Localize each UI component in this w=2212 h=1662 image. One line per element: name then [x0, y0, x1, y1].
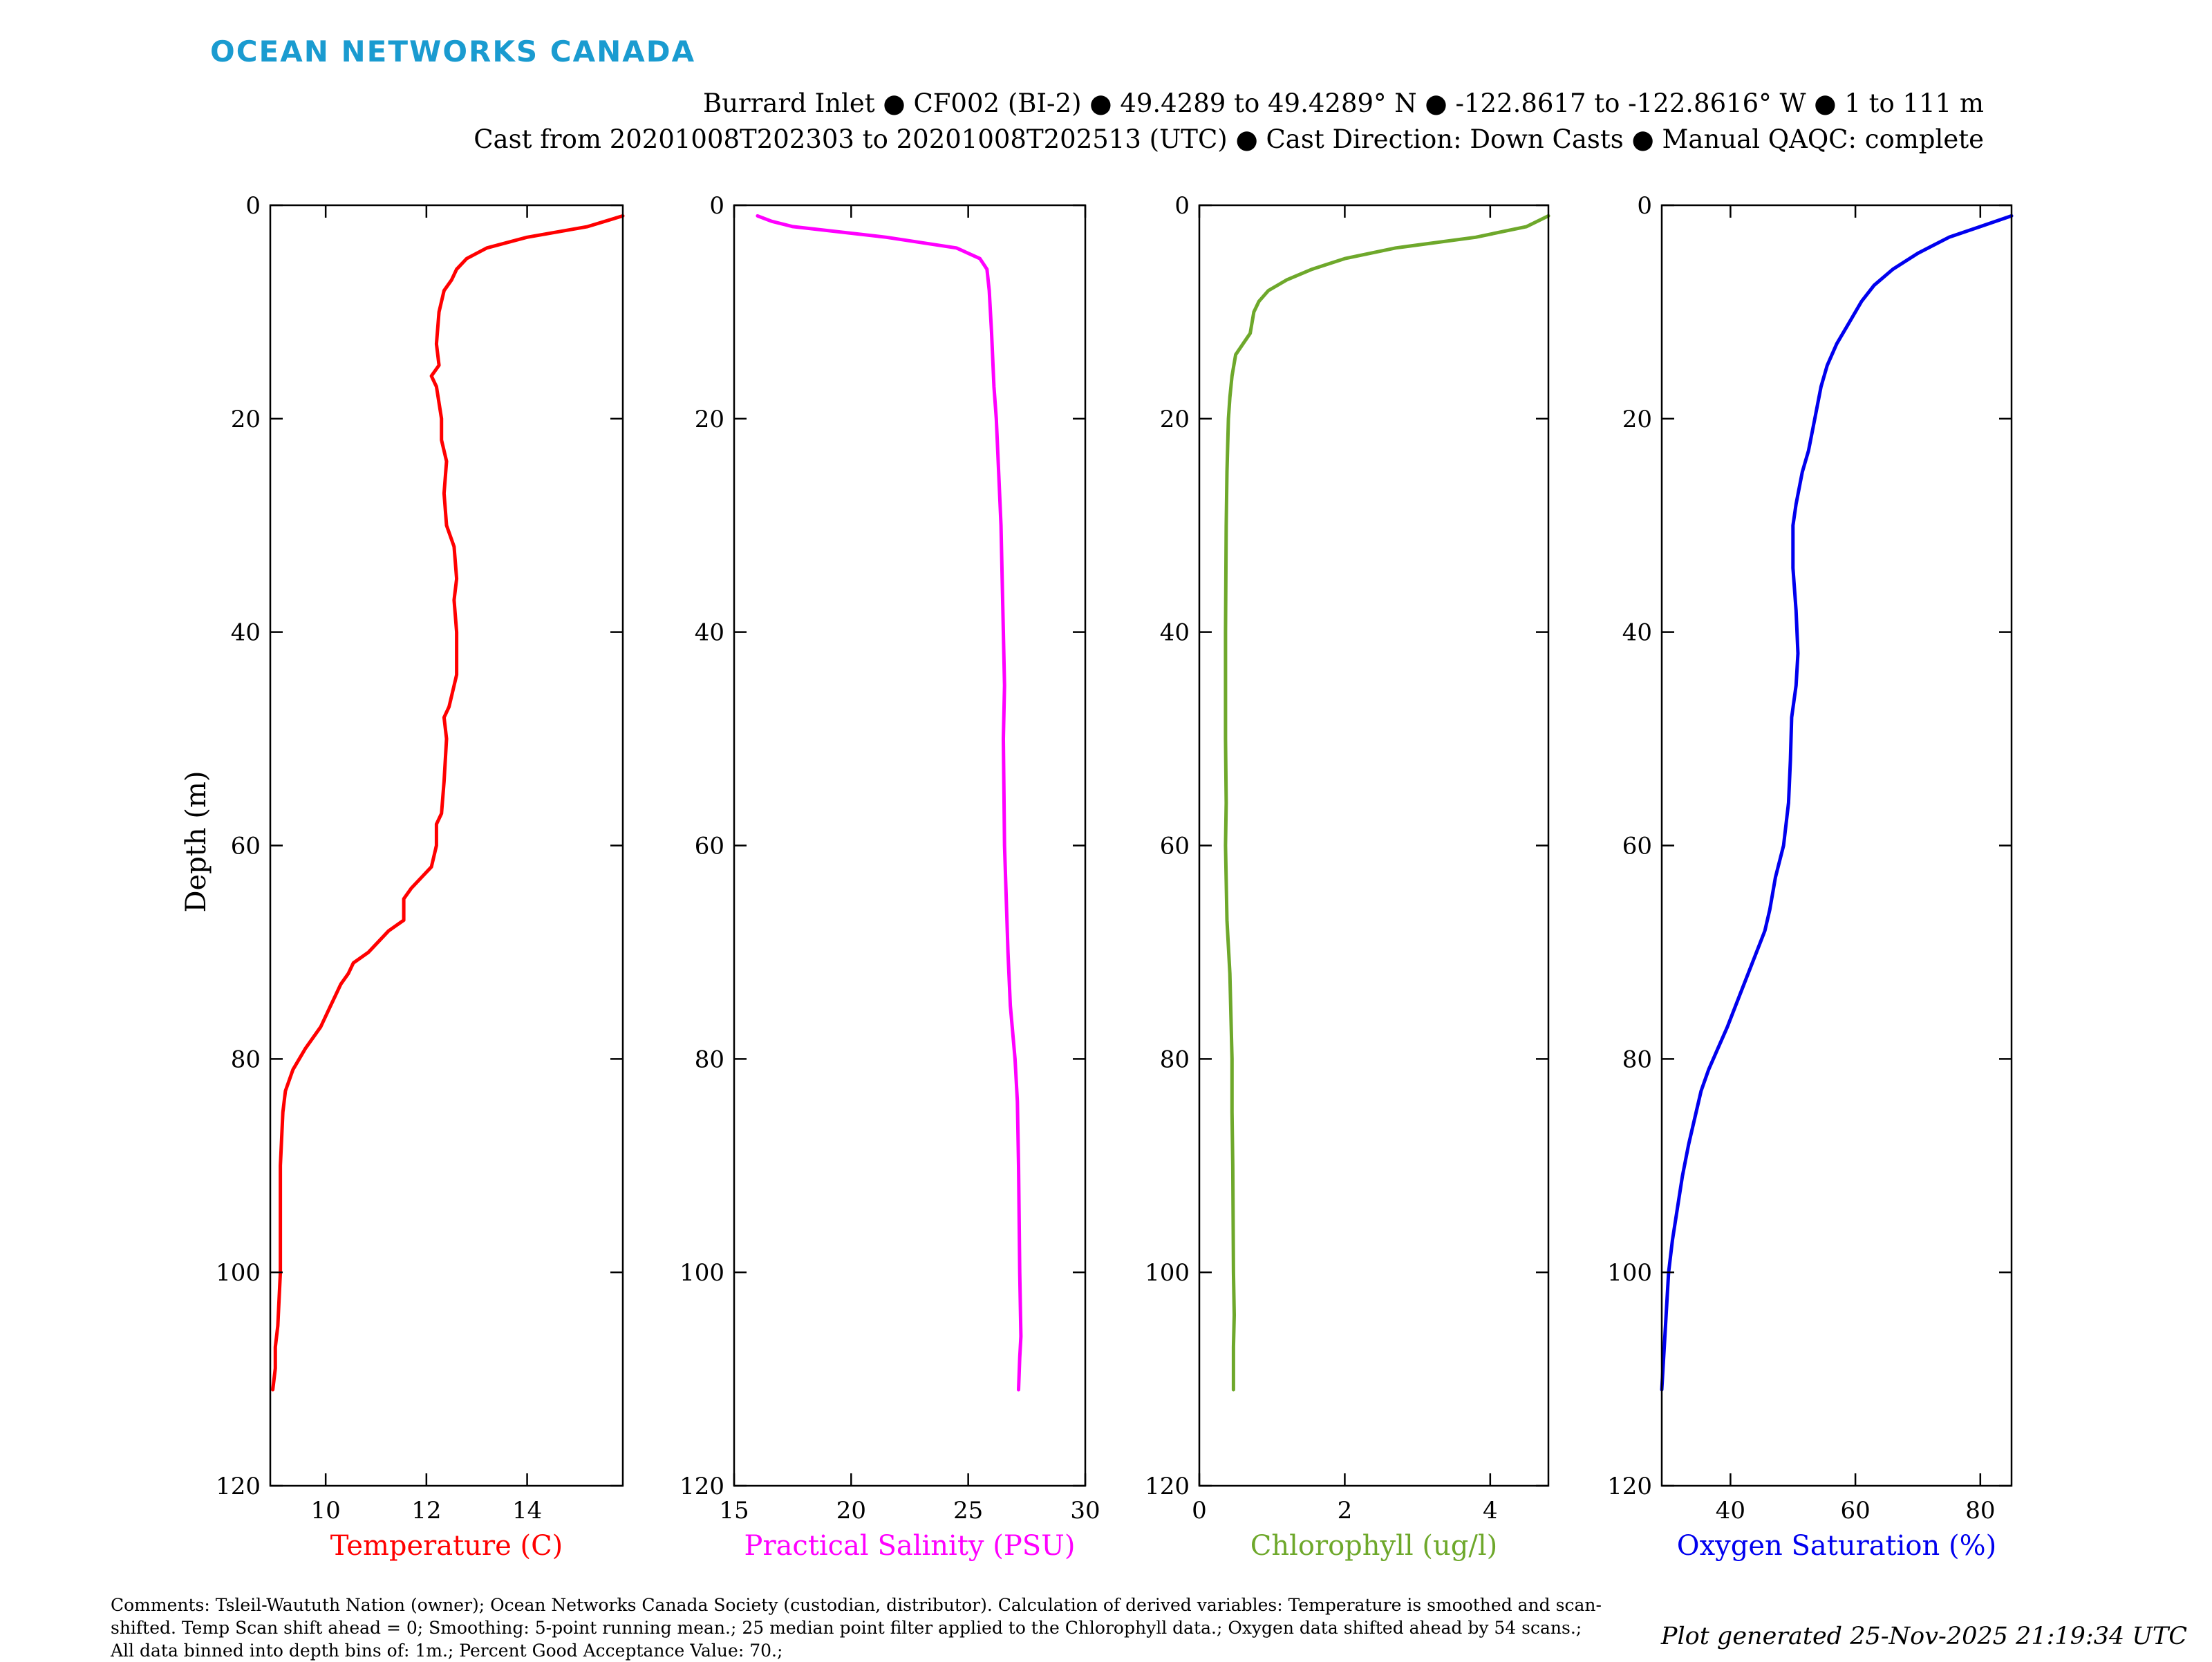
x-tick-label: 4 — [1483, 1497, 1498, 1524]
y-tick-label: 80 — [695, 1046, 724, 1073]
y-tick-label: 100 — [1145, 1259, 1190, 1287]
y-tick-label: 40 — [231, 619, 261, 647]
x-tick-label: 0 — [1192, 1497, 1207, 1524]
y-tick-label: 100 — [679, 1259, 724, 1287]
header-cast-line: Cast from 20201008T202303 to 20201008T20… — [474, 124, 1984, 154]
plot-frame — [1660, 204, 2013, 1487]
x-tick-label: 15 — [719, 1497, 749, 1524]
x-axis-label: Chlorophyll (ug/l) — [1250, 1530, 1498, 1562]
x-tick-label: 30 — [1070, 1497, 1100, 1524]
plot-panel-4: 0 20 40 60 80 100 120 40 60 80 Oxygen Saturation (… — [1607, 192, 2014, 1562]
y-tick-label: 0 — [1174, 192, 1190, 220]
x-tick-label: 60 — [1840, 1497, 1870, 1524]
series-line-3-1 — [1224, 214, 1550, 1392]
y-tick-label: 120 — [216, 1473, 261, 1500]
x-tick-label: 10 — [311, 1497, 341, 1524]
x-tick-label: 12 — [411, 1497, 441, 1524]
series-line-4-1 — [1660, 214, 2014, 1392]
x-axis-label: Practical Salinity (PSU) — [744, 1530, 1076, 1562]
y-tick-label: 80 — [1160, 1046, 1190, 1073]
y-tick-label: 80 — [1622, 1046, 1652, 1073]
y-tick-label: 100 — [216, 1259, 261, 1287]
y-tick-label: 20 — [695, 406, 724, 433]
y-tick-label: 120 — [1145, 1473, 1190, 1500]
x-axis-label: Oxygen Saturation (%) — [1677, 1530, 1996, 1562]
x-tick-label: 80 — [1965, 1497, 1995, 1524]
x-tick-label: 2 — [1338, 1497, 1353, 1524]
y-tick-label: 40 — [1622, 619, 1652, 647]
x-tick-label: 14 — [512, 1497, 542, 1524]
y-tick-label: 60 — [1622, 833, 1652, 860]
series-line-2-1 — [756, 214, 1023, 1392]
y-tick-label: 40 — [695, 619, 724, 647]
y-tick-label: 120 — [679, 1473, 724, 1500]
y-tick-label: 0 — [709, 192, 724, 220]
y-tick-label: 100 — [1607, 1259, 1652, 1287]
x-tick-label: 20 — [836, 1497, 866, 1524]
y-tick-label: 40 — [1160, 619, 1190, 647]
y-axis-label: Depth (m) — [180, 771, 212, 912]
y-tick-label: 60 — [1160, 833, 1190, 860]
plot-frame — [733, 204, 1087, 1487]
brand-logo-text: OCEAN NETWORKS CANADA — [210, 35, 696, 68]
y-tick-label: 120 — [1607, 1473, 1652, 1500]
x-tick-label: 40 — [1716, 1497, 1745, 1524]
y-tick-label: 60 — [231, 833, 261, 860]
y-tick-label: 80 — [231, 1046, 261, 1073]
x-axis-label: Temperature (C) — [330, 1530, 563, 1562]
header-location-line: Burrard Inlet ● CF002 (BI-2) ● 49.4289 t… — [703, 88, 1984, 118]
y-tick-label: 20 — [1160, 406, 1190, 433]
comments-text: Comments: Tsleil-Waututh Nation (owner);… — [111, 1595, 1602, 1661]
series-line-1-1 — [271, 214, 625, 1392]
plot-frame — [269, 204, 624, 1487]
plot-frame — [1198, 204, 1550, 1487]
y-tick-label: 0 — [245, 192, 261, 220]
plot-generated-timestamp: Plot generated 25-Nov-2025 21:19:34 UTC — [1660, 1623, 2187, 1650]
y-tick-label: 0 — [1637, 192, 1652, 220]
plot-panel-1: 0 20 40 60 80 100 120 10 12 14 Temperature (C) — [216, 192, 625, 1562]
y-tick-label: 60 — [695, 833, 724, 860]
x-tick-label: 25 — [953, 1497, 983, 1524]
y-tick-label: 20 — [231, 406, 261, 433]
y-tick-label: 20 — [1622, 406, 1652, 433]
